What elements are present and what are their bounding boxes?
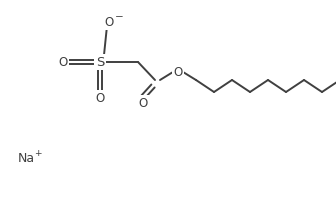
Text: O: O (173, 65, 183, 78)
Text: S: S (96, 56, 104, 69)
Text: O: O (138, 97, 148, 110)
Text: +: + (34, 149, 42, 157)
Text: O: O (58, 56, 68, 69)
Text: O: O (95, 91, 104, 105)
Text: Na: Na (18, 151, 35, 164)
Text: −: − (115, 12, 124, 22)
Text: O: O (104, 15, 114, 28)
